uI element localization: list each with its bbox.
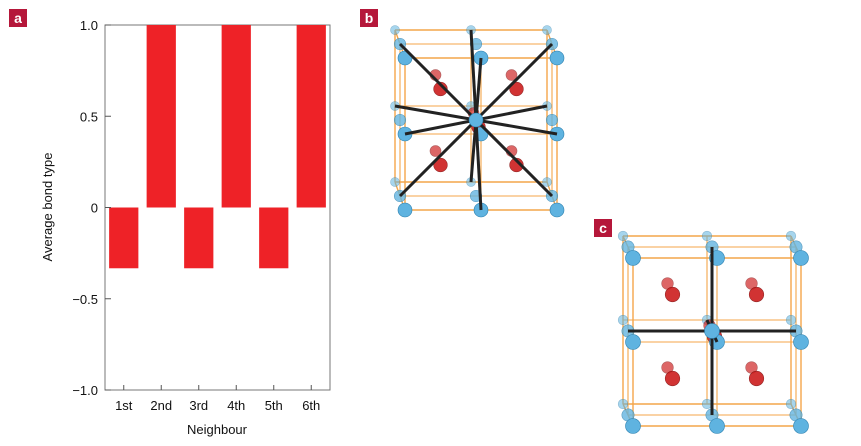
bar-5th bbox=[259, 207, 289, 269]
panel-label-b: b bbox=[360, 9, 378, 27]
x-tick-label: 3rd bbox=[189, 398, 208, 413]
crystal-structure-c bbox=[617, 230, 809, 434]
x-tick-label: 2nd bbox=[150, 398, 172, 413]
panel-label-c: c bbox=[594, 219, 612, 237]
bond-lines bbox=[394, 29, 558, 211]
axis-ticks: 1st 2nd 3rd 4th 5th 6th 1.0 0.5 0 −0.5 −1.0 bbox=[72, 18, 320, 413]
x-tick-label: 5th bbox=[265, 398, 283, 413]
bar-4th bbox=[221, 25, 251, 208]
y-tick-label: 1.0 bbox=[80, 18, 98, 33]
bar-2nd bbox=[146, 25, 176, 208]
atoms bbox=[617, 230, 809, 434]
x-tick-label: 1st bbox=[115, 398, 133, 413]
plot-frame bbox=[104, 24, 331, 391]
bar-3rd bbox=[184, 207, 214, 269]
panel-label-a: a bbox=[9, 9, 27, 27]
y-tick-label: −1.0 bbox=[72, 383, 98, 398]
x-tick-label: 6th bbox=[302, 398, 320, 413]
bar-6th bbox=[296, 25, 326, 208]
bar-chart: 1st 2nd 3rd 4th 5th 6th 1.0 0.5 0 −0.5 −1.0 Neighb… bbox=[40, 18, 331, 437]
y-tick-label: 0.5 bbox=[80, 109, 98, 124]
x-axis-title: Neighbour bbox=[187, 422, 248, 437]
y-tick-label: 0 bbox=[91, 201, 98, 216]
x-tick-label: 4th bbox=[227, 398, 245, 413]
y-axis-title: Average bond type bbox=[40, 153, 55, 262]
bar-1st bbox=[109, 207, 139, 269]
y-tick-label: −0.5 bbox=[72, 292, 98, 307]
crystal-structure-b bbox=[390, 25, 565, 218]
bars bbox=[109, 25, 326, 269]
